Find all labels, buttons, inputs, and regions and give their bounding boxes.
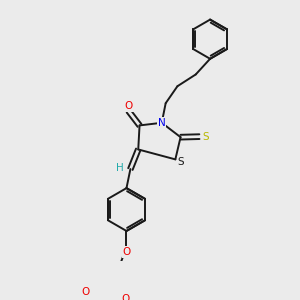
Text: O: O [124, 101, 133, 111]
Text: O: O [122, 294, 130, 300]
Text: S: S [202, 132, 209, 142]
Text: H: H [116, 163, 123, 173]
Text: N: N [158, 118, 166, 128]
Text: S: S [178, 157, 184, 167]
Text: O: O [81, 287, 90, 297]
Text: O: O [122, 247, 130, 257]
